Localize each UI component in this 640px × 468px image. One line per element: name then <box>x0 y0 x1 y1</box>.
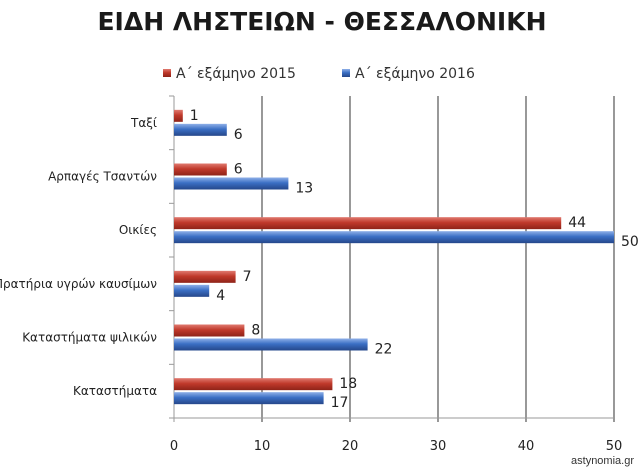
bar <box>174 109 183 122</box>
data-label: 6 <box>234 162 243 178</box>
category-label: Πρατήρια υγρών καυσίμων <box>0 277 157 291</box>
legend-label-2015: Α΄ εξάμηνο 2015 <box>176 66 296 82</box>
legend-swatch-2015 <box>163 69 171 77</box>
bar <box>174 270 236 283</box>
data-label: 6 <box>234 127 243 143</box>
x-tick-label: 20 <box>342 439 359 454</box>
category-label: Καταστήματα <box>73 384 157 398</box>
bar <box>174 163 227 176</box>
bar <box>174 123 227 136</box>
legend: Α΄ εξάμηνο 2015 Α΄ εξάμηνο 2016 <box>163 66 475 82</box>
bars <box>174 109 614 405</box>
data-label: 17 <box>331 395 349 411</box>
legend-swatch-2016 <box>342 69 350 77</box>
x-tick-label: 50 <box>606 439 623 454</box>
x-tick-label: 40 <box>518 439 535 454</box>
bar <box>174 217 562 230</box>
data-label: 18 <box>339 376 357 392</box>
data-label: 22 <box>375 342 393 358</box>
data-labels: 1 6 6 13 44 50 7 4 8 22 18 17 <box>190 108 639 411</box>
data-label: 7 <box>243 269 252 285</box>
x-tick-label: 10 <box>254 439 271 454</box>
data-label: 1 <box>190 108 199 124</box>
bar <box>174 378 333 391</box>
category-label: Οικίες <box>119 223 157 237</box>
category-labels: Ταξί Αρπαγές Τσαντών Οικίες Πρατήρια υγρών … <box>0 116 157 398</box>
data-label: 4 <box>216 288 225 304</box>
bar <box>174 177 289 190</box>
data-label: 13 <box>295 181 313 197</box>
bar <box>174 338 368 351</box>
data-label: 44 <box>568 215 586 231</box>
category-label: Αρπαγές Τσαντών <box>48 170 157 184</box>
category-label: Ταξί <box>130 116 157 130</box>
bar <box>174 392 324 405</box>
bar <box>174 284 210 297</box>
x-axis-ticks: 0 10 20 30 40 50 <box>170 439 622 454</box>
bar <box>174 324 245 337</box>
bar <box>174 231 614 244</box>
gridlines <box>169 95 615 422</box>
data-label: 50 <box>621 234 639 250</box>
chart-title: ΕΙΔΗ ΛΗΣΤΕΙΩΝ - ΘΕΣΣΑΛΟΝΙΚΗ <box>97 7 546 36</box>
x-tick-label: 30 <box>430 439 447 454</box>
legend-label-2016: Α΄ εξάμηνο 2016 <box>355 66 475 82</box>
x-tick-label: 0 <box>170 439 178 454</box>
category-label: Καταστήματα ψιλικών <box>22 331 157 345</box>
watermark: astynomia.gr <box>571 455 634 467</box>
data-label: 8 <box>251 323 260 339</box>
